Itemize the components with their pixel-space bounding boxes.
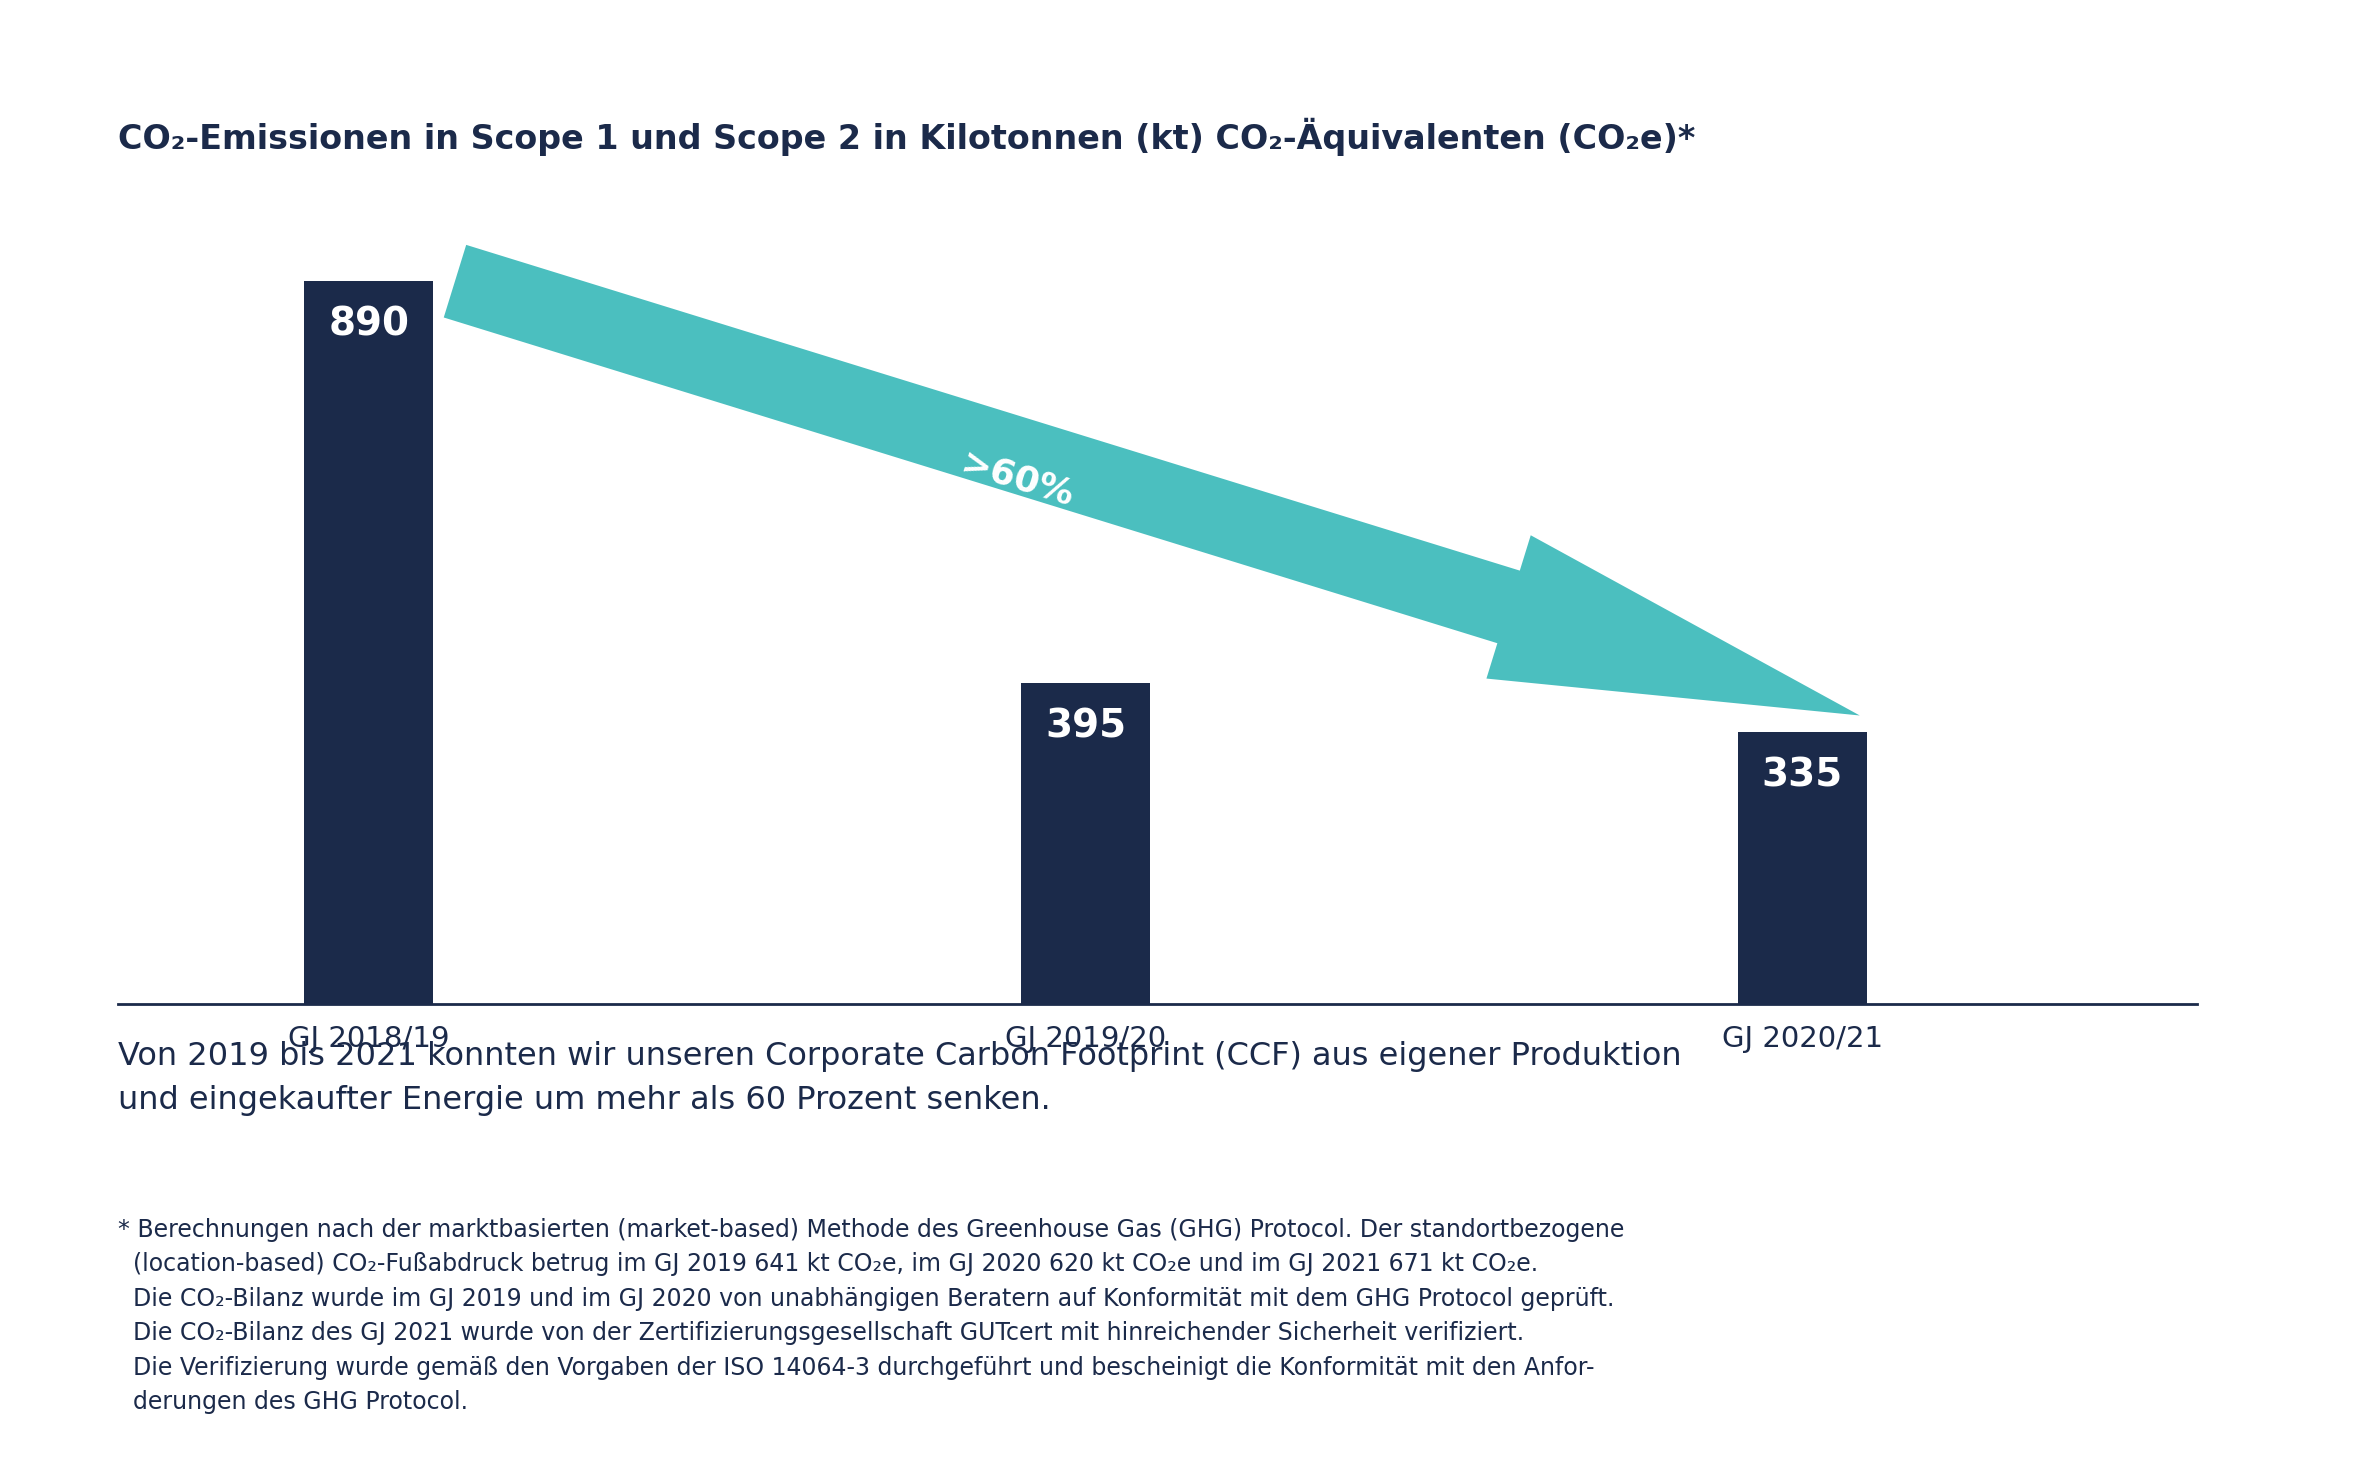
Text: CO₂-Emissionen in Scope 1 und Scope 2 in Kilotonnen (kt) CO₂-Äquivalenten (CO₂e): CO₂-Emissionen in Scope 1 und Scope 2 in… (118, 118, 1696, 156)
Text: 335: 335 (1762, 756, 1842, 794)
Polygon shape (444, 245, 1859, 716)
Text: 890: 890 (328, 306, 409, 344)
Text: >60%: >60% (957, 446, 1077, 512)
Bar (1020, 683, 1150, 1004)
Text: 395: 395 (1044, 707, 1127, 745)
Bar (305, 280, 435, 1004)
Bar (1738, 732, 1866, 1004)
Text: * Berechnungen nach der marktbasierten (market-based) Methode des Greenhouse Gas: * Berechnungen nach der marktbasierten (… (118, 1218, 1625, 1414)
Text: Von 2019 bis 2021 konnten wir unseren Corporate Carbon Footprint (CCF) aus eigen: Von 2019 bis 2021 konnten wir unseren Co… (118, 1041, 1682, 1116)
